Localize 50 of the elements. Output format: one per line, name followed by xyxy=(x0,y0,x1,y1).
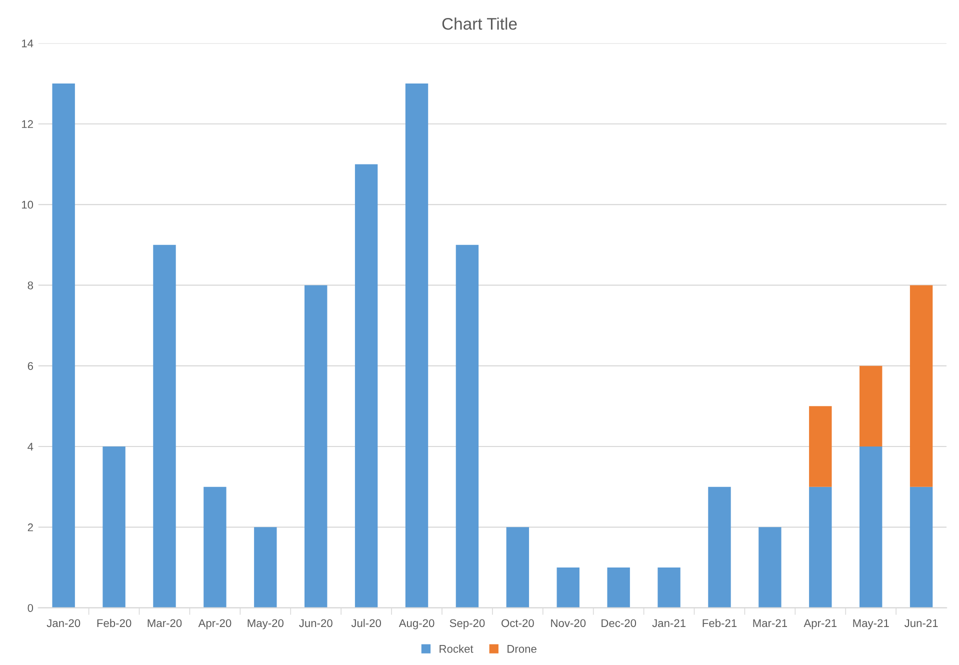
x-tick-label: Aug-20 xyxy=(398,619,434,630)
y-tick-label: 12 xyxy=(22,120,33,128)
bar xyxy=(708,486,731,608)
legend-label: Drone xyxy=(508,645,536,653)
bar xyxy=(52,84,75,608)
y-tick-label: 8 xyxy=(28,281,34,290)
y-tick-label: 0 xyxy=(28,604,34,612)
bar xyxy=(860,366,882,446)
x-tick-label: Jan-20 xyxy=(46,619,80,628)
bar xyxy=(758,527,782,608)
x-tick-label: May-20 xyxy=(248,619,284,630)
bar xyxy=(405,84,428,608)
x-tick-label: May-21 xyxy=(853,619,889,630)
x-tick-label: Apr-20 xyxy=(198,619,232,630)
x-tick-label: Dec-20 xyxy=(602,619,636,628)
bar xyxy=(809,486,832,608)
chart-title: Chart Title xyxy=(442,18,517,30)
bar xyxy=(658,567,680,608)
bar xyxy=(910,285,933,487)
x-tick-label: Jun-21 xyxy=(904,619,938,628)
y-tick-label: 10 xyxy=(22,200,34,209)
bar xyxy=(607,567,630,608)
bar xyxy=(910,486,933,608)
bar xyxy=(102,446,126,608)
x-tick-label: Nov-20 xyxy=(551,619,586,628)
x-tick-label: Feb-20 xyxy=(97,618,132,628)
bar xyxy=(153,244,176,608)
x-tick-label: Jun-20 xyxy=(299,619,332,628)
y-tick-label: 6 xyxy=(28,362,34,370)
x-tick-label: Jan-21 xyxy=(652,619,686,628)
x-tick-label: Mar-21 xyxy=(753,619,787,628)
x-tick-label: Apr-21 xyxy=(804,619,837,630)
x-tick-label: Mar-20 xyxy=(148,619,182,628)
y-tick-label: 2 xyxy=(28,523,33,532)
bar xyxy=(204,486,226,608)
bar xyxy=(456,244,479,608)
legend-label: Rocket xyxy=(440,644,474,653)
bar xyxy=(506,527,530,608)
bar xyxy=(304,285,328,608)
x-tick-label: Feb-21 xyxy=(702,618,737,628)
y-tick-label: 4 xyxy=(28,442,34,451)
bar xyxy=(809,406,832,487)
bar xyxy=(254,527,277,608)
x-tick-label: Oct-20 xyxy=(502,619,534,628)
bar xyxy=(860,446,882,608)
y-tick-label: 14 xyxy=(22,40,34,48)
x-tick-label: Jul-20 xyxy=(351,618,382,628)
x-tick-label: Sep-20 xyxy=(450,619,485,630)
bar xyxy=(354,164,378,608)
bar xyxy=(556,567,580,608)
